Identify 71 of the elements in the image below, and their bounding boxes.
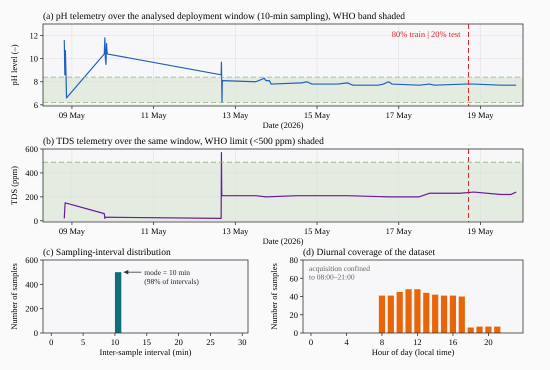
bar: [450, 296, 456, 333]
x-tick-label: 13 May: [222, 226, 250, 236]
bar: [440, 296, 448, 333]
bar: [414, 289, 421, 333]
x-tick-label: 20: [174, 337, 183, 347]
x-axis-title: Hour of day (local time): [372, 347, 454, 357]
line-series: [64, 37, 517, 104]
x-tick-label: 25: [206, 337, 215, 347]
chart-title: (b) TDS telemetry over the same window, WHO limit (<500 ppm) shaded: [43, 137, 324, 147]
chart-title: (c) Sampling-interval distribution: [43, 248, 171, 258]
x-tick-label: 15 May: [304, 226, 331, 236]
y-tick-label: 10: [30, 54, 38, 64]
x-tick-label: 20: [484, 337, 493, 347]
y-tick-label: 20: [290, 310, 298, 320]
y-tick-label: 0: [34, 328, 38, 338]
x-axis-title: Inter-sample interval (min): [100, 347, 192, 357]
y-tick-label: 6: [34, 100, 38, 110]
bar: [396, 292, 403, 333]
x-axis-title: Date (2026): [262, 120, 304, 130]
y-tick-label: 200: [25, 192, 38, 202]
bar: [405, 289, 412, 333]
y-tick-label: 200: [25, 304, 38, 314]
bar: [432, 294, 438, 333]
x-tick-label: 11 May: [140, 110, 168, 120]
x-axis-title: Date (2026): [262, 236, 304, 246]
x-tick-label: 0: [49, 337, 54, 347]
bar: [378, 296, 386, 333]
bar: [388, 296, 394, 333]
y-tick-label: 12: [30, 30, 38, 41]
y-tick-label: 40: [290, 292, 298, 302]
x-tick-label: 11 May: [140, 226, 168, 236]
y-tick-label: 60: [290, 273, 298, 284]
y-tick-label: 0: [294, 328, 298, 338]
y-tick-label: 400: [25, 168, 38, 178]
line-series: [64, 152, 517, 220]
x-tick-label: 12: [413, 337, 422, 347]
x-tick-label: 16: [448, 337, 458, 347]
bar: [468, 328, 474, 333]
x-tick-label: 19 May: [467, 226, 494, 236]
chart-title: (d) Diurnal coverage of the dataset: [303, 248, 436, 258]
bar: [476, 326, 483, 333]
x-tick-label: 0: [308, 337, 314, 347]
x-tick-label: 30: [238, 337, 247, 347]
y-tick-label: 600: [25, 144, 38, 154]
x-tick-label: 19 May: [467, 110, 494, 120]
y-tick-label: 600: [25, 255, 38, 265]
bar: [485, 326, 492, 333]
y-axis-title: Number of samples: [9, 263, 19, 330]
x-tick-label: 15: [142, 337, 152, 347]
bar: [494, 326, 500, 333]
y-tick-label: 8: [34, 76, 38, 87]
y-axis-title: Number of samples: [269, 263, 279, 330]
chart-title: (a) pH telemetry over the analysed deployment window (10-min sampling), WHO band shaded: [43, 12, 406, 22]
x-tick-label: 09 May: [58, 110, 86, 120]
x-tick-label: 09 May: [58, 226, 86, 236]
x-tick-label: 15 May: [304, 110, 331, 120]
x-tick-label: 8: [380, 337, 384, 347]
y-axis-title: pH level (–): [9, 44, 19, 86]
x-tick-label: 13 May: [222, 110, 250, 120]
x-tick-label: 17 May: [386, 110, 413, 120]
x-tick-label: 10: [110, 337, 120, 347]
x-tick-label: 5: [80, 337, 86, 347]
x-tick-label: 4: [344, 337, 350, 347]
y-tick-label: 0: [34, 216, 38, 226]
y-tick-label: 400: [25, 279, 38, 290]
bar: [423, 292, 430, 333]
y-tick-label: 80: [290, 255, 298, 265]
bar: [458, 296, 465, 333]
ref-line-label: 80% train | 20% test: [392, 29, 462, 39]
y-axis-title: TDS (ppm): [9, 166, 19, 205]
x-tick-label: 17 May: [386, 226, 413, 236]
